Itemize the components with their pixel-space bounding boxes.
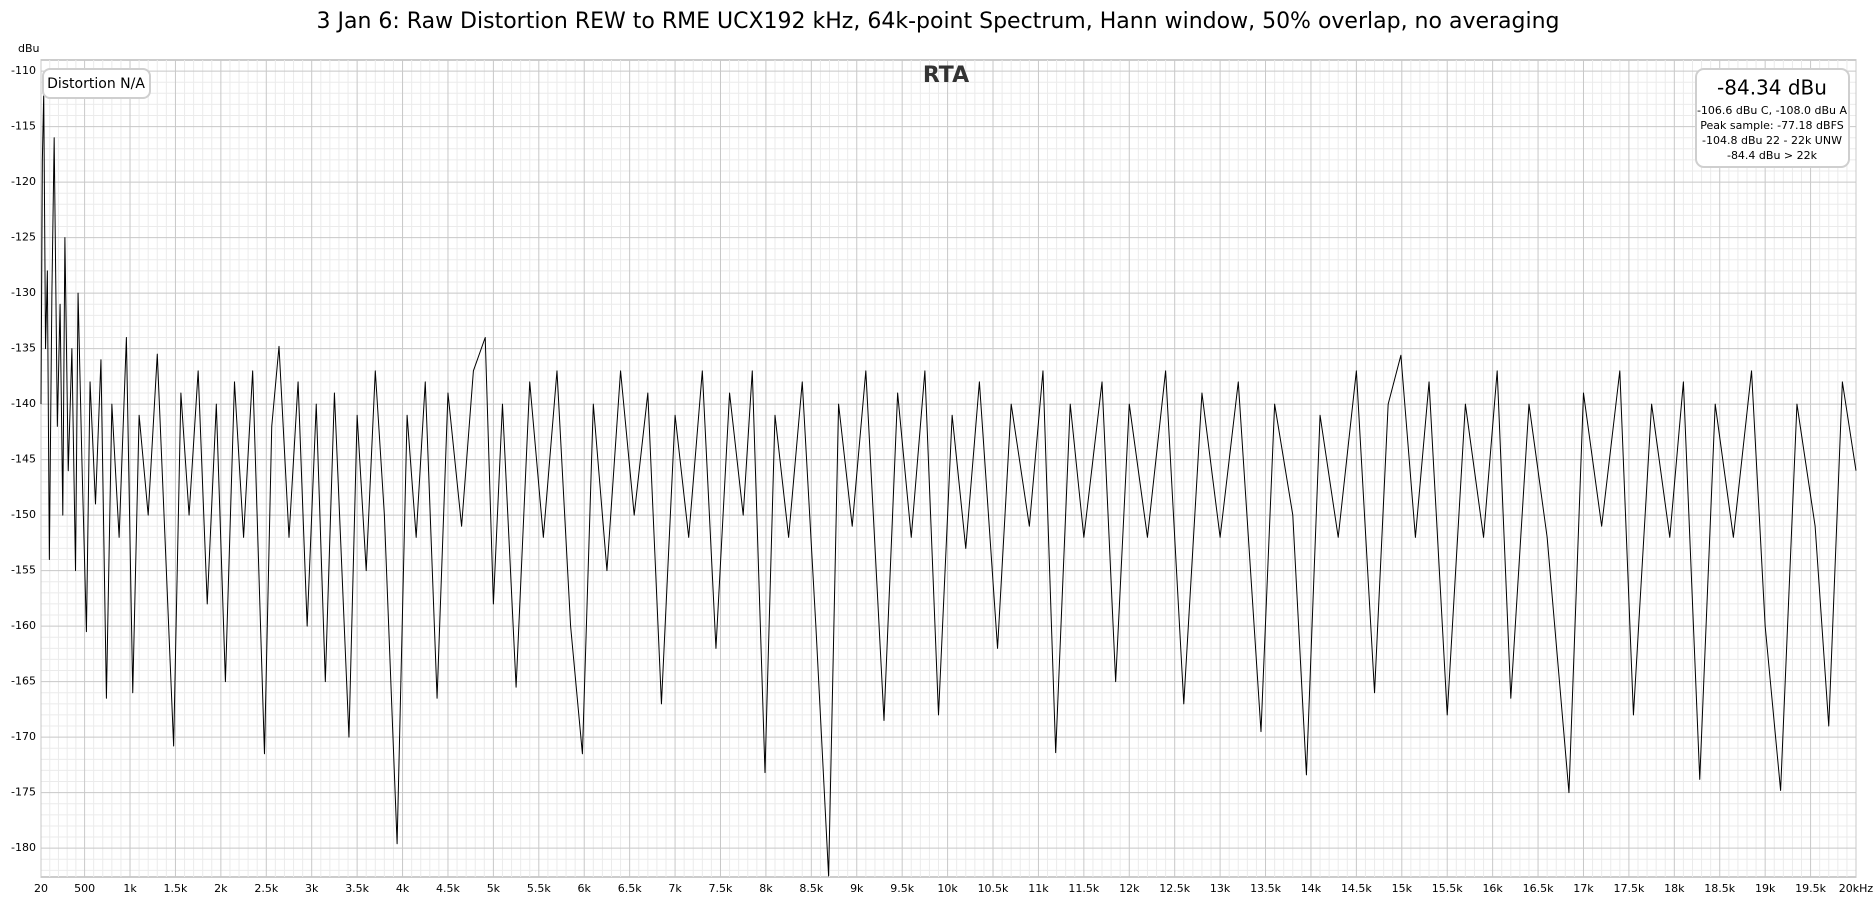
x-tick-label: 4k xyxy=(396,882,410,895)
x-tick-label: 5.5k xyxy=(527,882,551,895)
y-tick-label: -115 xyxy=(11,120,36,133)
x-tick-label: 18.5k xyxy=(1704,882,1735,895)
x-tick-label: 20 xyxy=(34,882,48,895)
x-tick-label: 11k xyxy=(1028,882,1049,895)
x-tick-label: 12.5k xyxy=(1159,882,1190,895)
x-tick-label: 3.5k xyxy=(345,882,369,895)
level-box xyxy=(1695,68,1850,168)
x-tick-label: 9.5k xyxy=(890,882,914,895)
x-tick-label: 6k xyxy=(578,882,592,895)
x-tick-label: 19k xyxy=(1755,882,1776,895)
x-tick-label: 16k xyxy=(1482,882,1503,895)
x-tick-label: 20kHz xyxy=(1839,882,1874,895)
level-detail: Peak sample: -77.18 dBFS xyxy=(1700,119,1843,132)
y-tick-label: -160 xyxy=(11,619,36,632)
x-tick-label: 3k xyxy=(305,882,319,895)
y-tick-label: -150 xyxy=(11,508,36,521)
y-tick-label: -120 xyxy=(11,175,36,188)
x-tick-label: 7k xyxy=(668,882,682,895)
x-tick-label: 19.5k xyxy=(1795,882,1826,895)
grid: -110 -115 -120 -125 -130 -135 -140 -145 -150 -155… xyxy=(11,59,1874,895)
y-tick-label: -180 xyxy=(11,841,36,854)
plot-area xyxy=(40,59,1857,878)
x-tick-label: 4.5k xyxy=(436,882,460,895)
x-tick-label: 9k xyxy=(850,882,864,895)
x-tick-label: 8.5k xyxy=(799,882,823,895)
x-tick-label: 500 xyxy=(74,882,95,895)
annotations: Distortion N/A RTA -84.34 dBu -106.6 dBu… xyxy=(42,63,1850,168)
rta-label: RTA xyxy=(923,63,969,88)
level-value: -84.34 dBu xyxy=(1717,76,1827,100)
x-tick-label: 6.5k xyxy=(618,882,642,895)
x-tick-label: 5k xyxy=(487,882,501,895)
x-tick-label: 2k xyxy=(214,882,228,895)
x-tick-label: 7.5k xyxy=(709,882,733,895)
level-detail: -106.6 dBu C, -108.0 dBu A xyxy=(1697,104,1848,117)
y-axis-label: dBu xyxy=(18,42,40,55)
x-tick-label: 12k xyxy=(1119,882,1140,895)
y-tick-label: -155 xyxy=(11,564,36,577)
level-detail: -84.4 dBu > 22k xyxy=(1727,149,1818,162)
y-tick-label: -170 xyxy=(11,730,36,743)
x-tick-label: 15k xyxy=(1392,882,1413,895)
x-tick-label: 10.5k xyxy=(978,882,1009,895)
x-tick-label: 14k xyxy=(1301,882,1322,895)
y-tick-label: -140 xyxy=(11,397,36,410)
y-tick-label: -175 xyxy=(11,786,36,799)
y-tick-label: -110 xyxy=(11,64,36,77)
x-tick-label: 10k xyxy=(937,882,958,895)
distortion-box xyxy=(42,68,151,99)
x-tick-label: 13.5k xyxy=(1250,882,1281,895)
distortion-label: Distortion N/A xyxy=(47,76,145,92)
level-detail: -104.8 dBu 22 - 22k UNW xyxy=(1702,134,1842,147)
x-tick-label: 8k xyxy=(759,882,773,895)
y-tick-label: -125 xyxy=(11,231,36,244)
x-tick-label: 17k xyxy=(1573,882,1594,895)
x-tick-label: 11.5k xyxy=(1068,882,1099,895)
x-tick-label: 16.5k xyxy=(1523,882,1554,895)
x-tick-label: 17.5k xyxy=(1613,882,1644,895)
spectrum-line xyxy=(40,92,1857,877)
y-tick-label: -130 xyxy=(11,286,36,299)
x-tick-label: 1.5k xyxy=(164,882,188,895)
plot xyxy=(40,92,1857,877)
x-tick-label: 18k xyxy=(1664,882,1685,895)
x-tick-label: 13k xyxy=(1210,882,1231,895)
x-tick-label: 15.5k xyxy=(1432,882,1463,895)
x-tick-label: 2.5k xyxy=(254,882,278,895)
chart-title: 3 Jan 6: Raw Distortion REW to RME UCX19… xyxy=(316,9,1559,34)
y-tick-label: -135 xyxy=(11,342,36,355)
y-tick-label: -145 xyxy=(11,453,36,466)
y-tick-label: -165 xyxy=(11,675,36,688)
x-tick-label: 14.5k xyxy=(1341,882,1372,895)
x-tick-label: 1k xyxy=(123,882,137,895)
